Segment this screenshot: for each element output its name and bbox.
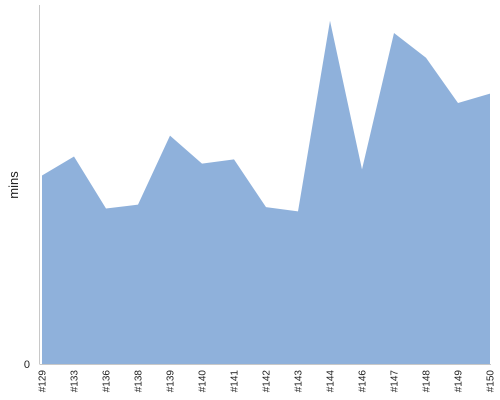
x-tick-label: #149 [454, 370, 465, 393]
area-series [42, 20, 490, 365]
x-tick-label: #147 [390, 370, 401, 393]
x-tick-labels: #129 #133 #136 #138 #139 #140 #141 #142 #143 #144… [38, 370, 497, 393]
x-tick-label: #129 [38, 370, 49, 393]
y-tick-label: 0 [24, 359, 30, 371]
x-tick-label: #150 [486, 370, 497, 393]
x-tick-label: #144 [326, 370, 337, 393]
x-tick-label: #133 [70, 370, 81, 393]
x-tick-label: #138 [134, 370, 145, 393]
x-tick-label: #148 [422, 370, 433, 393]
x-tick-label: #146 [358, 370, 369, 393]
x-tick-label: #140 [198, 370, 209, 393]
x-tick-label: #139 [166, 370, 177, 393]
x-tick-label: #136 [102, 370, 113, 393]
y-axis-label: mins [6, 171, 21, 199]
x-tick-label: #142 [262, 370, 273, 393]
x-tick-label: #143 [294, 370, 305, 393]
x-tick-label: #141 [230, 370, 241, 393]
